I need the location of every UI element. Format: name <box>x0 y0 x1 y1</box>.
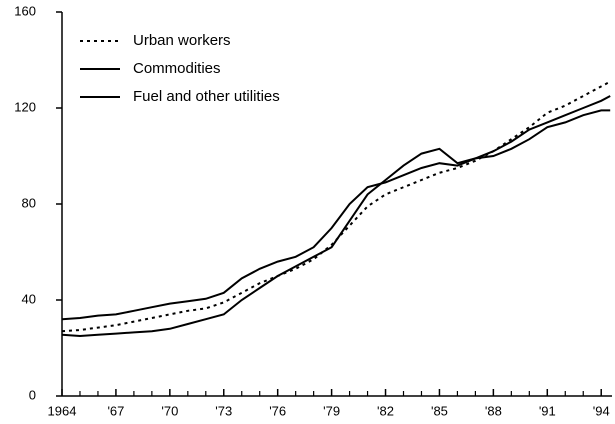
series-line <box>61 109 611 338</box>
y-tick-label: 160 <box>14 3 36 18</box>
x-tick-label: '91 <box>539 403 556 418</box>
x-tick-label: '79 <box>323 403 340 418</box>
y-tick-label: 120 <box>14 99 36 114</box>
y-tick-label: 0 <box>29 387 36 402</box>
x-tick-label: 1964 <box>48 403 77 418</box>
x-tick-label: '82 <box>377 403 394 418</box>
y-tick-label: 40 <box>22 291 36 306</box>
legend-label: Urban workers <box>133 32 231 49</box>
x-tick-label: '94 <box>593 403 610 418</box>
x-tick-label: '76 <box>269 403 286 418</box>
x-tick-label: '70 <box>161 403 178 418</box>
x-tick-label: '85 <box>431 403 448 418</box>
legend-label: Fuel and other utilities <box>133 88 280 105</box>
series-line <box>61 80 611 333</box>
x-tick-label: '73 <box>215 403 232 418</box>
y-tick-label: 80 <box>22 195 36 210</box>
x-tick-label: '67 <box>107 403 124 418</box>
series-line <box>61 95 611 321</box>
legend-label: Commodities <box>133 60 221 77</box>
x-tick-label: '88 <box>485 403 502 418</box>
